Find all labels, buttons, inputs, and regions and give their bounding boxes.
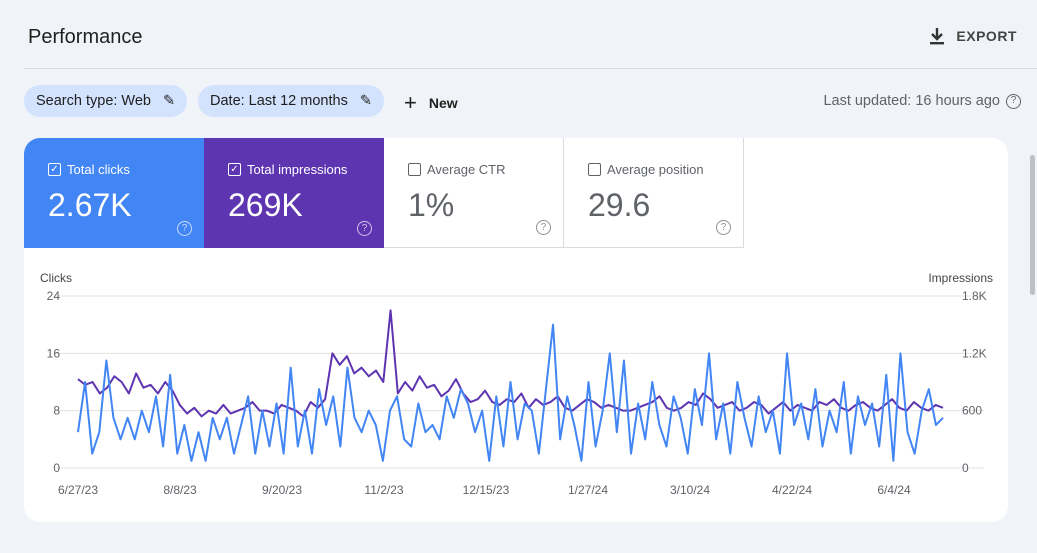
export-label: EXPORT — [956, 28, 1017, 44]
export-button[interactable]: EXPORT — [928, 27, 1017, 45]
metric-label: Average CTR — [427, 162, 506, 177]
series-line-clicks — [77, 323, 944, 462]
x-tick-label: 11/2/23 — [364, 483, 403, 497]
checkbox-unchecked-icon[interactable] — [588, 163, 601, 176]
last-updated-text: Last updated: 16 hours ago — [823, 93, 1000, 109]
help-icon[interactable]: ? — [536, 220, 551, 235]
help-icon[interactable]: ? — [1006, 93, 1021, 109]
page-title: Performance — [28, 26, 143, 48]
metric-label: Total impressions — [247, 162, 348, 177]
right-tick-label: 1.2K — [962, 346, 987, 360]
checkbox-checked-icon[interactable]: ✓ — [228, 163, 241, 176]
x-tick-label: 4/22/24 — [772, 483, 812, 497]
metric-average-position[interactable]: Average position 29.6 ? — [564, 138, 744, 248]
metric-total-clicks[interactable]: ✓ Total clicks 2.67K ? — [24, 138, 204, 248]
right-axis-title: Impressions — [928, 271, 993, 285]
help-icon[interactable]: ? — [716, 220, 731, 235]
x-tick-label: 8/8/23 — [163, 483, 197, 497]
date-label: Date: Last 12 months — [210, 93, 348, 109]
checkbox-unchecked-icon[interactable] — [408, 163, 421, 176]
left-axis-title: Clicks — [40, 271, 72, 285]
performance-card: ✓ Total clicks 2.67K ? ✓ Total impressions… — [24, 138, 1008, 522]
metric-label: Total clicks — [67, 162, 130, 177]
help-icon[interactable]: ? — [357, 221, 372, 236]
x-tick-label: 9/20/23 — [262, 483, 302, 497]
checkbox-checked-icon[interactable]: ✓ — [48, 163, 61, 176]
metric-value: 29.6 — [588, 187, 651, 223]
metric-label: Average position — [607, 162, 704, 177]
x-tick-label: 6/4/24 — [877, 483, 911, 497]
search-type-filter-chip[interactable]: Search type: Web ✎ — [24, 85, 188, 117]
pencil-icon: ✎ — [359, 93, 372, 109]
metric-value: 1% — [408, 187, 455, 223]
x-tick-label: 3/10/24 — [670, 483, 710, 497]
right-tick-label: 1.8K — [962, 289, 987, 303]
metric-total-impressions[interactable]: ✓ Total impressions 269K ? — [204, 138, 384, 248]
help-icon[interactable]: ? — [177, 221, 192, 236]
x-tick-label: 1/27/24 — [568, 483, 608, 497]
download-icon — [930, 28, 945, 45]
plus-icon: + — [404, 90, 417, 115]
pencil-icon: ✎ — [163, 93, 176, 109]
left-tick-label: 24 — [47, 289, 61, 303]
divider — [24, 68, 1037, 69]
right-tick-label: 0 — [962, 461, 969, 475]
date-filter-chip[interactable]: Date: Last 12 months ✎ — [198, 85, 384, 117]
metric-value: 2.67K — [48, 187, 132, 223]
search-type-label: Search type: Web — [36, 93, 151, 109]
metric-average-ctr[interactable]: Average CTR 1% ? — [384, 138, 564, 248]
left-tick-label: 0 — [53, 461, 60, 475]
x-tick-label: 12/15/23 — [463, 483, 510, 497]
right-tick-label: 600 — [962, 404, 982, 418]
x-tick-label: 6/27/23 — [58, 483, 98, 497]
series-line-impressions — [77, 309, 944, 418]
performance-chart[interactable]: Clicks Impressions 0 0 8 600 16 1.2K 24 1.8K 6/2… — [24, 248, 1008, 522]
left-tick-label: 16 — [47, 346, 61, 360]
metric-value: 269K — [228, 187, 303, 223]
last-updated: Last updated: 16 hours ago ? — [823, 93, 1021, 109]
left-tick-label: 8 — [53, 404, 60, 418]
scrollbar[interactable] — [1030, 155, 1035, 295]
new-filter-button[interactable]: + New — [404, 90, 458, 116]
new-label: New — [428, 95, 458, 111]
